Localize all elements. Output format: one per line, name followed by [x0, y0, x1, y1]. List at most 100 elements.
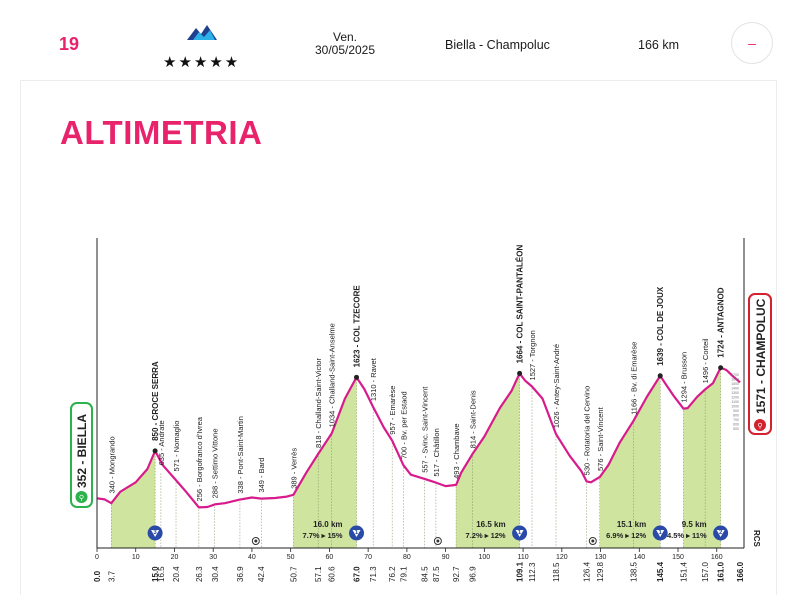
km-point-label: 0.0	[93, 570, 102, 582]
point-name-label: 288 - Settimo Vittone	[211, 428, 220, 498]
sprint-marker-dot	[591, 539, 595, 543]
km-tick-label: 80	[403, 554, 411, 561]
km-point-label: 79.1	[399, 566, 408, 582]
km-point-label: 15.0	[151, 566, 160, 582]
km-point-label: 129.8	[596, 561, 605, 582]
km-point-label: 30.4	[211, 566, 220, 582]
km-point-label: 151.4	[679, 561, 688, 582]
km-tick-label: 160	[711, 554, 723, 561]
km-point-label: 112.3	[528, 562, 537, 582]
point-name-label: 1496 - Corteil	[701, 338, 710, 383]
km-point-label: 16.5	[157, 566, 166, 582]
km-point-label: 42.4	[257, 566, 266, 582]
km-point-label: 20.4	[172, 566, 181, 582]
point-name-label: 517 - Châtillon	[432, 428, 441, 476]
side-scale-label: 900	[733, 409, 739, 413]
finish-label: 1571 - CHAMPOLUC	[754, 298, 768, 414]
point-name-label: 850 - CROCE SERRA	[151, 361, 160, 441]
point-name-label: 818 - Challand-Saint-Victor	[314, 358, 323, 448]
climb-area-1	[111, 450, 156, 548]
km-point-label: 126.4	[583, 561, 592, 582]
stage-route: Biella - Champoluc	[445, 38, 550, 52]
km-point-label: 71.3	[369, 566, 378, 582]
km-tick-label: 30	[209, 554, 217, 561]
km-point-label: 36.9	[236, 566, 245, 582]
point-name-label: 349 - Bard	[257, 458, 266, 493]
gpm-triangle-icon	[716, 530, 725, 537]
km-point-label: 118.5	[552, 562, 561, 582]
gpm-category: 1	[659, 530, 663, 536]
point-name-label: 557 - Svinc. Saint-Vincent	[420, 386, 429, 473]
km-tick-label: 70	[364, 554, 372, 561]
point-name-label: 340 - Mongrando	[107, 436, 116, 493]
km-point-label: 84.5	[420, 566, 429, 582]
point-name-label: 1310 - Ravet	[369, 357, 378, 401]
km-tick-label: 120	[556, 554, 568, 561]
side-scale-label: 1100	[731, 400, 739, 404]
km-tick-label: 50	[287, 554, 295, 561]
point-name-label: 389 - Verrès	[289, 448, 298, 489]
brand-mark: RCS	[752, 530, 761, 548]
km-point-label: 57.1	[314, 566, 323, 582]
climb-area-4	[599, 375, 661, 548]
finish-bike-glyph: ⚲	[757, 423, 762, 430]
km-point-label: 26.3	[195, 566, 204, 582]
point-name-label: 1034 - Challand-Saint-Anselme	[328, 323, 337, 427]
gpm-triangle-icon	[515, 530, 524, 537]
side-scale-label: 1000	[731, 405, 739, 409]
point-name-label: 1166 - Bv. di Emarèse	[629, 342, 638, 415]
km-point-label: 87.5	[432, 566, 441, 582]
point-name-label: 957 - Emarèse	[388, 386, 397, 435]
km-tick-label: 90	[442, 554, 450, 561]
km-point-label: 50.7	[289, 566, 298, 582]
gpm-category: 2	[719, 530, 723, 536]
point-name-label: 1294 - Brusson	[679, 352, 688, 403]
km-point-label: 166.0	[736, 561, 745, 582]
km-tick-label: 10	[132, 554, 140, 561]
side-scale-label: 1600	[731, 378, 739, 382]
gpm-category: 1	[355, 530, 359, 536]
finish-badge	[748, 293, 772, 435]
summit-dot	[152, 448, 158, 454]
summit-dot	[657, 373, 663, 379]
point-name-label: 1724 - ANTAGNOD	[717, 287, 726, 357]
sprint-marker-dot	[254, 539, 258, 543]
point-name-label: 493 - Chambave	[452, 423, 461, 478]
stage-distance: 166 km	[638, 38, 679, 52]
side-scale-label: 1700	[731, 373, 739, 377]
point-name-label: 530 - Rotatoria del Cervino	[583, 386, 592, 476]
side-scale-label: 1200	[731, 396, 739, 400]
start-bike-icon	[75, 491, 88, 503]
mountain-logo-icon	[187, 25, 217, 40]
point-name-label: 1639 - COL DE JOUX	[656, 286, 665, 366]
km-tick-label: 140	[633, 554, 645, 561]
km-tick-label: 20	[171, 554, 179, 561]
left-border	[20, 81, 21, 595]
climb-area-2	[293, 377, 357, 548]
side-scale-label: 1400	[731, 387, 739, 391]
header-divider	[20, 80, 777, 81]
km-tick-label: 110	[517, 554, 528, 561]
summit-dot	[517, 370, 523, 376]
climb-area-3	[456, 373, 520, 548]
close-button[interactable]: –	[731, 22, 773, 64]
stage-date: Ven. 30/05/2025	[300, 31, 390, 57]
difficulty-stars: ★★★★★	[163, 54, 241, 71]
climb-area-5	[683, 367, 721, 548]
point-name-label: 814 - Saint-Denis	[468, 390, 477, 448]
start-badge	[70, 402, 93, 508]
km-point-label: 3.7	[107, 570, 116, 582]
climb-length: 16.0 km	[313, 520, 342, 529]
gpm-category: 3	[153, 530, 157, 536]
stage-number: 19	[59, 34, 80, 54]
km-tick-label: 40	[248, 554, 256, 561]
km-tick-label: 60	[326, 554, 334, 561]
km-tick-label: 150	[672, 554, 684, 561]
point-name-label: 256 - Borgofranco d'Ivrea	[195, 416, 204, 501]
climb-length: 16.5 km	[476, 520, 505, 529]
gpm-category: 1	[518, 530, 522, 536]
side-scale-label: 500	[733, 427, 739, 431]
climb-length: 9.5 km	[682, 520, 707, 529]
summit-dot	[354, 374, 360, 380]
gpm-triangle-icon	[151, 530, 160, 537]
